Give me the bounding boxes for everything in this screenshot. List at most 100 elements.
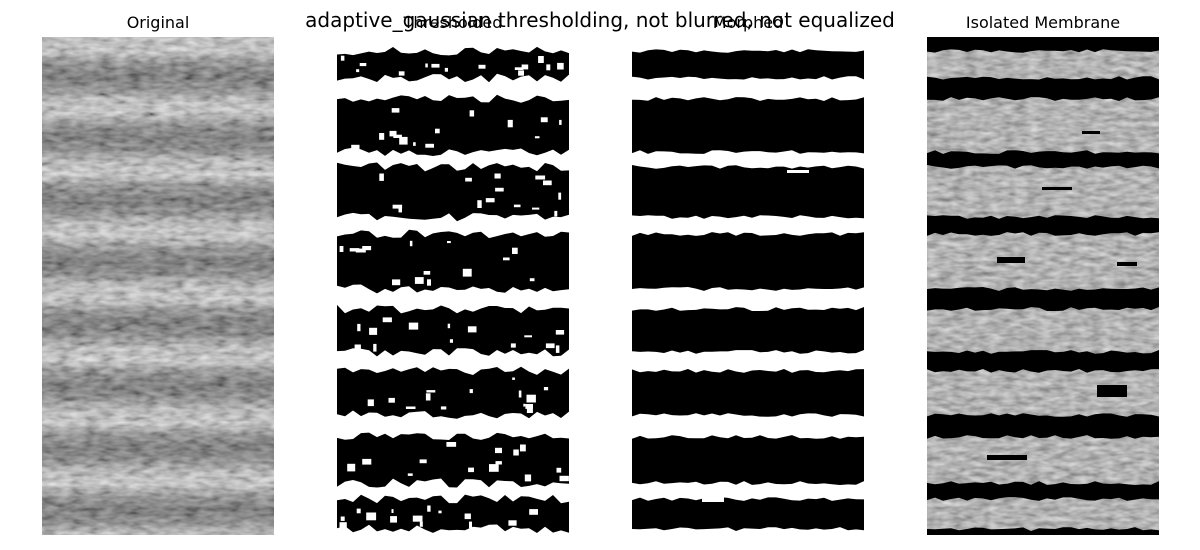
thresholded-hole <box>526 394 536 403</box>
thresholded-hole <box>447 241 451 244</box>
thresholded-band-7 <box>337 432 569 488</box>
thresholded-hole <box>447 323 451 329</box>
thresholded-hole <box>351 144 360 152</box>
thresholded-hole <box>494 173 501 179</box>
thresholded-hole <box>391 108 400 113</box>
morphed-band-7 <box>632 435 864 485</box>
thresholded-hole <box>425 63 428 68</box>
thresholded-hole <box>382 317 392 323</box>
thresholded-hole <box>526 407 533 413</box>
thresholded-hole <box>507 119 513 128</box>
thresholded-hole <box>478 64 486 69</box>
panel-title-morphed: Morphed <box>712 13 784 32</box>
thresholded-hole <box>392 204 403 209</box>
thresholded-hole <box>407 473 413 476</box>
thresholded-hole <box>489 464 499 472</box>
thresholded-hole <box>512 247 518 254</box>
thresholded-hole <box>435 128 440 134</box>
thresholded-hole <box>556 467 562 473</box>
thresholded-hole <box>379 173 384 181</box>
thresholded-hole <box>347 463 356 472</box>
thresholded-hole <box>444 67 448 72</box>
thresholded-hole <box>357 323 361 332</box>
thresholded-hole <box>559 475 569 482</box>
panel-title-original: Original <box>126 13 190 32</box>
isolated-hole <box>1097 385 1127 397</box>
thresholded-hole <box>558 192 562 200</box>
thresholded-hole <box>535 175 546 180</box>
thresholded-hole <box>398 207 402 213</box>
isolated-membrane-image <box>927 37 1159 535</box>
thresholded-hole <box>379 133 385 140</box>
thresholded-hole <box>495 447 502 454</box>
isolated-hole <box>1082 131 1100 134</box>
morphed-hole <box>712 296 734 302</box>
thresholded-hole <box>465 177 472 182</box>
thresholded-hole <box>438 510 442 514</box>
thresholded-hole <box>366 512 377 521</box>
thresholded-hole <box>414 277 424 284</box>
thresholded-hole <box>419 459 427 464</box>
thresholded-hole <box>373 343 377 352</box>
thresholded-hole <box>408 322 419 330</box>
thresholded-hole <box>367 399 374 407</box>
morphed-band-8 <box>632 497 864 531</box>
thresholded-hole <box>513 449 519 456</box>
thresholded-hole <box>468 467 474 473</box>
thresholded-hole <box>409 240 413 247</box>
thresholded-hole <box>555 330 565 335</box>
panel-title-isolated: Isolated Membrane <box>965 13 1121 32</box>
thresholded-hole <box>521 64 529 70</box>
thresholded-hole <box>529 509 538 515</box>
thresholded-hole <box>393 134 402 138</box>
thresholded-hole <box>545 343 555 349</box>
thresholded-hole <box>399 136 408 145</box>
thresholded-hole <box>340 516 345 521</box>
thresholded-hole <box>555 345 560 353</box>
isolated-hole <box>1117 262 1137 266</box>
thresholded-hole <box>469 389 473 394</box>
morphed-hole <box>787 170 809 173</box>
thresholded-hole <box>426 390 436 393</box>
morphed-band-1 <box>632 49 864 80</box>
thresholded-hole <box>449 339 453 343</box>
thresholded-hole <box>525 404 533 409</box>
thresholded-band-6 <box>337 366 569 419</box>
thresholded-hole <box>431 63 440 68</box>
thresholded-hole <box>529 278 535 282</box>
thresholded-hole <box>543 387 549 391</box>
thresholded-hole <box>520 444 526 452</box>
isolated-membrane-texture <box>927 49 1159 531</box>
thresholded-hole <box>485 198 495 203</box>
thresholded-hole <box>508 520 517 526</box>
thresholded-hole <box>427 505 431 512</box>
morphed-image <box>632 37 864 535</box>
morphed-band-5 <box>632 307 864 354</box>
thresholded-band-1 <box>337 46 569 83</box>
thresholded-hole <box>354 344 361 352</box>
thresholded-hole <box>546 64 551 71</box>
thresholded-hole <box>440 406 447 410</box>
thresholded-hole <box>543 180 552 186</box>
original-grain-layer <box>42 37 274 535</box>
thresholded-hole <box>512 377 515 380</box>
morphed-hole <box>822 296 842 300</box>
thresholded-hole <box>469 521 472 529</box>
figure-suptitle: adaptive_gaussian thresholding, not blur… <box>305 8 895 32</box>
thresholded-hole <box>495 187 504 192</box>
thresholded-hole <box>398 71 405 76</box>
thresholded-hole <box>339 246 344 252</box>
thresholded-hole <box>495 461 502 465</box>
thresholded-hole <box>518 390 522 398</box>
thresholded-hole <box>427 279 431 286</box>
thresholded-hole <box>514 67 524 70</box>
thresholded-hole <box>532 207 540 210</box>
thresholded-hole <box>413 142 416 146</box>
thresholded-hole <box>467 326 477 333</box>
thresholded-hole <box>462 268 472 277</box>
thresholded-hole <box>510 343 516 348</box>
morphed-hole <box>807 423 839 435</box>
thresholded-hole <box>339 522 347 529</box>
thresholded-hole <box>359 63 367 67</box>
thresholded-hole <box>518 70 524 76</box>
